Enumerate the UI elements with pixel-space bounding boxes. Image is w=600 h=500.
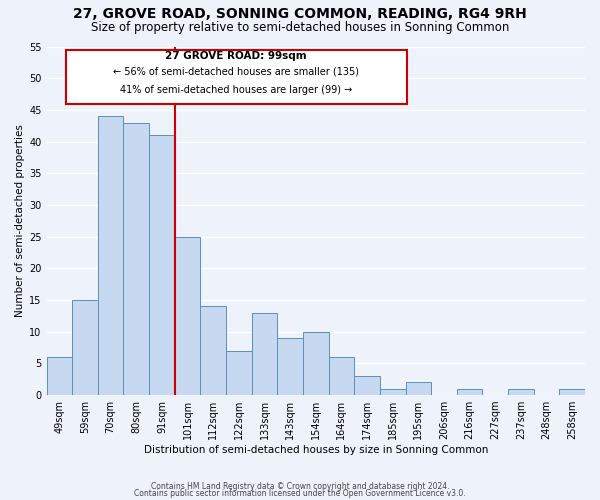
Bar — [175, 236, 200, 395]
X-axis label: Distribution of semi-detached houses by size in Sonning Common: Distribution of semi-detached houses by … — [143, 445, 488, 455]
Bar — [72, 300, 98, 395]
Text: ← 56% of semi-detached houses are smaller (135): ← 56% of semi-detached houses are smalle… — [113, 67, 359, 77]
Bar — [277, 338, 303, 395]
Bar — [303, 332, 329, 395]
Text: Contains public sector information licensed under the Open Government Licence v3: Contains public sector information licen… — [134, 488, 466, 498]
Bar — [406, 382, 431, 395]
Text: 27 GROVE ROAD: 99sqm: 27 GROVE ROAD: 99sqm — [166, 51, 307, 61]
Bar — [124, 122, 149, 395]
Bar — [200, 306, 226, 395]
Bar — [354, 376, 380, 395]
Bar — [251, 312, 277, 395]
Text: Contains HM Land Registry data © Crown copyright and database right 2024.: Contains HM Land Registry data © Crown c… — [151, 482, 449, 491]
Bar — [559, 388, 585, 395]
Bar — [47, 357, 72, 395]
Bar — [329, 357, 354, 395]
Bar — [508, 388, 534, 395]
Bar — [226, 350, 251, 395]
Text: 27, GROVE ROAD, SONNING COMMON, READING, RG4 9RH: 27, GROVE ROAD, SONNING COMMON, READING,… — [73, 8, 527, 22]
Bar — [380, 388, 406, 395]
FancyBboxPatch shape — [66, 50, 407, 104]
Text: 41% of semi-detached houses are larger (99) →: 41% of semi-detached houses are larger (… — [120, 84, 352, 94]
Bar — [149, 135, 175, 395]
Bar — [98, 116, 124, 395]
Bar — [457, 388, 482, 395]
Text: Size of property relative to semi-detached houses in Sonning Common: Size of property relative to semi-detach… — [91, 21, 509, 34]
Y-axis label: Number of semi-detached properties: Number of semi-detached properties — [15, 124, 25, 317]
